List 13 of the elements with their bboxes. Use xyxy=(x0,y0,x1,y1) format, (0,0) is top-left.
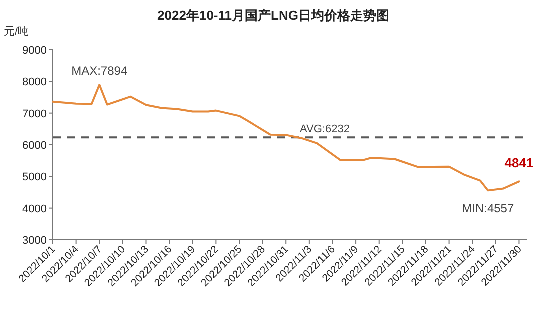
annotation: MAX:7894 xyxy=(72,64,128,78)
y-tick-label: 4000 xyxy=(22,203,47,216)
y-tick-label: 7000 xyxy=(22,108,47,120)
data-label: 4841 xyxy=(504,156,534,171)
y-tick-label: 8000 xyxy=(22,76,47,89)
y-tick-label: 5000 xyxy=(22,172,47,184)
y-tick-label: 9000 xyxy=(22,45,47,57)
y-axis-title: 元/吨 xyxy=(4,25,30,38)
annotation: MIN:4557 xyxy=(462,202,514,216)
y-tick-label: 3000 xyxy=(22,235,47,247)
ref-line-label: AVG:6232 xyxy=(300,124,350,136)
y-tick-label: 6000 xyxy=(22,140,47,152)
chart-title: 2022年10-11月国产LNG日均价格走势图 xyxy=(158,8,390,23)
